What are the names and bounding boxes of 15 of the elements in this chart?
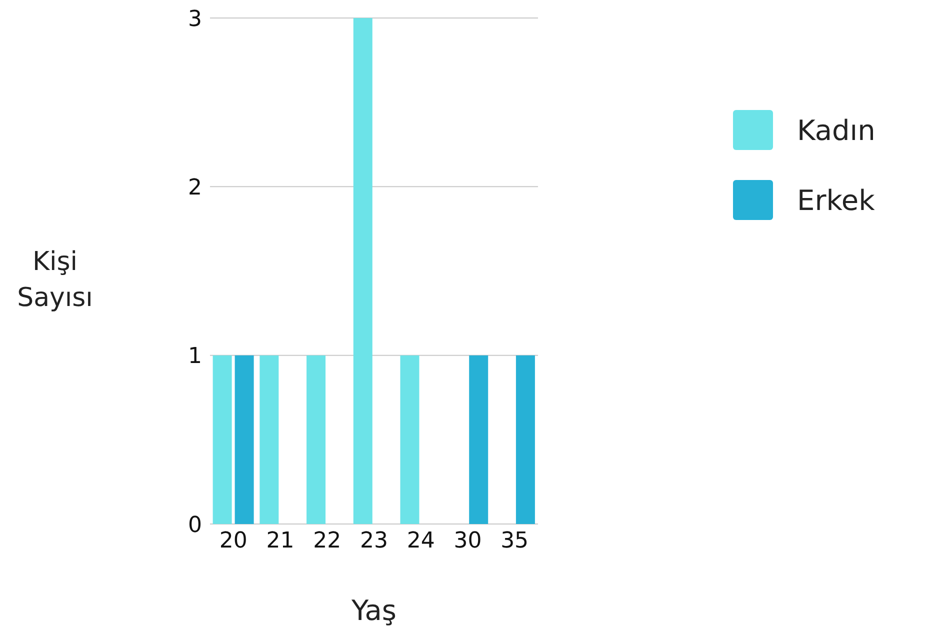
x-tick-label: 30 [454,528,482,554]
x-tick-label: 22 [313,528,342,554]
x-axis-title: Yaş [350,594,396,627]
legend-label: Erkek [797,184,875,216]
x-tick-label: 35 [500,528,529,554]
y-tick-label: 0 [188,512,202,538]
x-tick-label: 20 [219,528,248,554]
y-tick-label: 1 [188,344,202,370]
x-tick-label: 21 [266,528,294,554]
y-tick-label: 3 [188,6,202,32]
y-axis-title: Kişi Sayısı [16,246,94,315]
legend-label: Kadın [797,114,876,146]
y-tick-label: 2 [188,175,202,200]
x-tick-label: 23 [360,528,388,554]
x-tick-label: 24 [406,528,435,554]
